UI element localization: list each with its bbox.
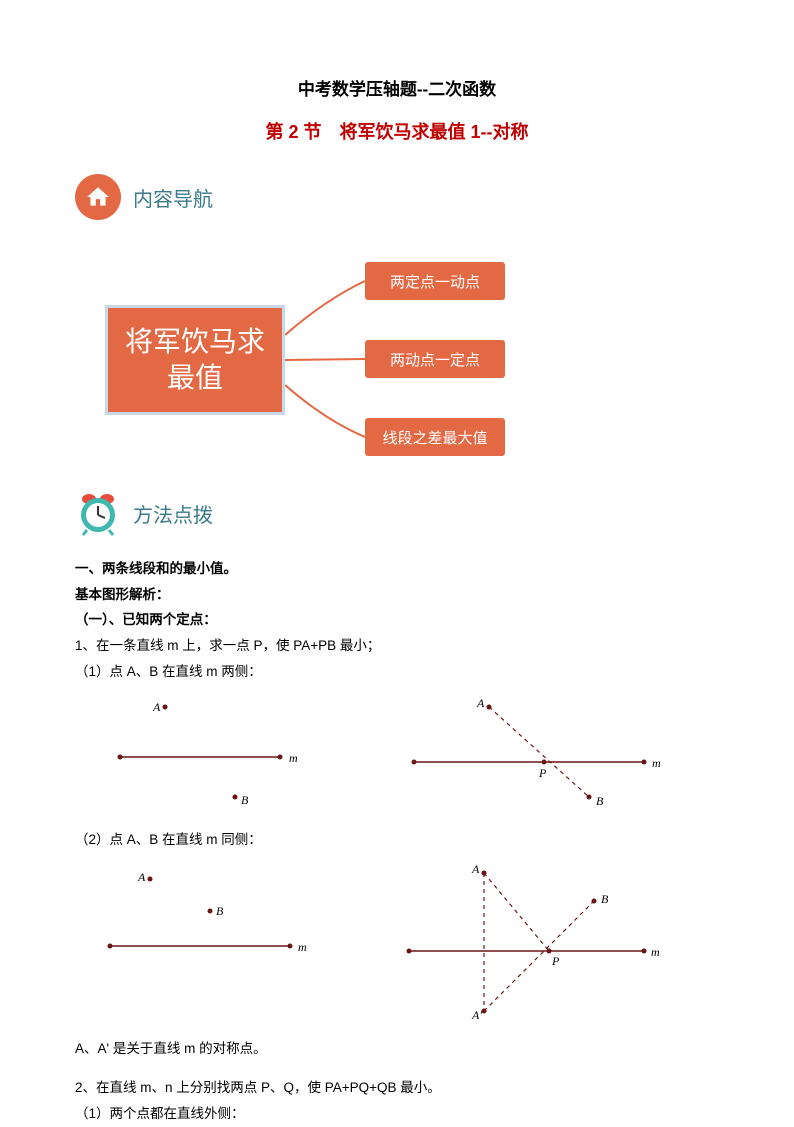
label-P2: P bbox=[551, 954, 560, 968]
clock-icon bbox=[75, 490, 121, 536]
heading-2: 基本图形解析： bbox=[75, 582, 719, 608]
label-B: B bbox=[241, 793, 249, 807]
concept-main-box: 将军饮马求最值 bbox=[105, 305, 285, 415]
diagram-2-right: m A B A' P bbox=[384, 861, 719, 1021]
label-m3: m bbox=[298, 940, 307, 954]
section2-label: 方法点拨 bbox=[133, 499, 213, 528]
para-1: 1、在一条直线 m 上，求一点 P，使 PA+PB 最小； bbox=[75, 633, 719, 659]
branch-box-1: 两定点一动点 bbox=[365, 262, 505, 300]
diagram-2-left: A B m bbox=[75, 861, 384, 1021]
sub-title: 第 2 节 将军饮马求最值 1--对称 bbox=[75, 118, 719, 144]
main-title: 中考数学压轴题--二次函数 bbox=[75, 75, 719, 100]
label-A3: A bbox=[137, 870, 146, 884]
label-B4: B bbox=[601, 892, 609, 906]
section1-label: 内容导航 bbox=[133, 183, 213, 212]
diagram-1-right: m A B P bbox=[384, 692, 719, 812]
label-A: A bbox=[152, 700, 161, 714]
label-Aprime: A' bbox=[471, 1008, 482, 1021]
label-B3: B bbox=[216, 904, 224, 918]
para-1a: （1）点 A、B 在直线 m 两侧： bbox=[75, 659, 719, 685]
para-1b: （2）点 A、B 在直线 m 同侧： bbox=[75, 827, 719, 853]
section2-header: 方法点拨 bbox=[75, 490, 719, 536]
label-P: P bbox=[538, 766, 547, 780]
label-A2: A bbox=[476, 696, 485, 710]
heading-1: 一、两条线段和的最小值。 bbox=[75, 556, 719, 582]
heading-3: （一）、已知两个定点： bbox=[75, 607, 719, 633]
label-B2: B bbox=[596, 794, 604, 808]
branch-box-3: 线段之差最大值 bbox=[365, 418, 505, 456]
para-2: 2、在直线 m、n 上分别找两点 P、Q，使 PA+PQ+QB 最小。 bbox=[75, 1075, 719, 1101]
section1-header: 内容导航 bbox=[75, 174, 719, 220]
body-content: 一、两条线段和的最小值。 基本图形解析： （一）、已知两个定点： 1、在一条直线… bbox=[75, 556, 719, 1127]
concept-map: 将军饮马求最值 两定点一动点 两动点一定点 线段之差最大值 bbox=[75, 240, 719, 480]
diagram-row-2: A B m m A B A' bbox=[75, 861, 719, 1021]
label-m2: m bbox=[652, 756, 661, 770]
diagram-row-1: A m B m A B P bbox=[75, 692, 719, 812]
label-m: m bbox=[289, 751, 298, 765]
diagram-1-left: A m B bbox=[75, 692, 384, 812]
label-m4: m bbox=[651, 945, 660, 959]
branch-box-2: 两动点一定点 bbox=[365, 340, 505, 378]
para-1c: A、A' 是关于直线 m 的对称点。 bbox=[75, 1036, 719, 1062]
home-icon bbox=[75, 174, 121, 220]
label-A4: A bbox=[471, 862, 480, 876]
